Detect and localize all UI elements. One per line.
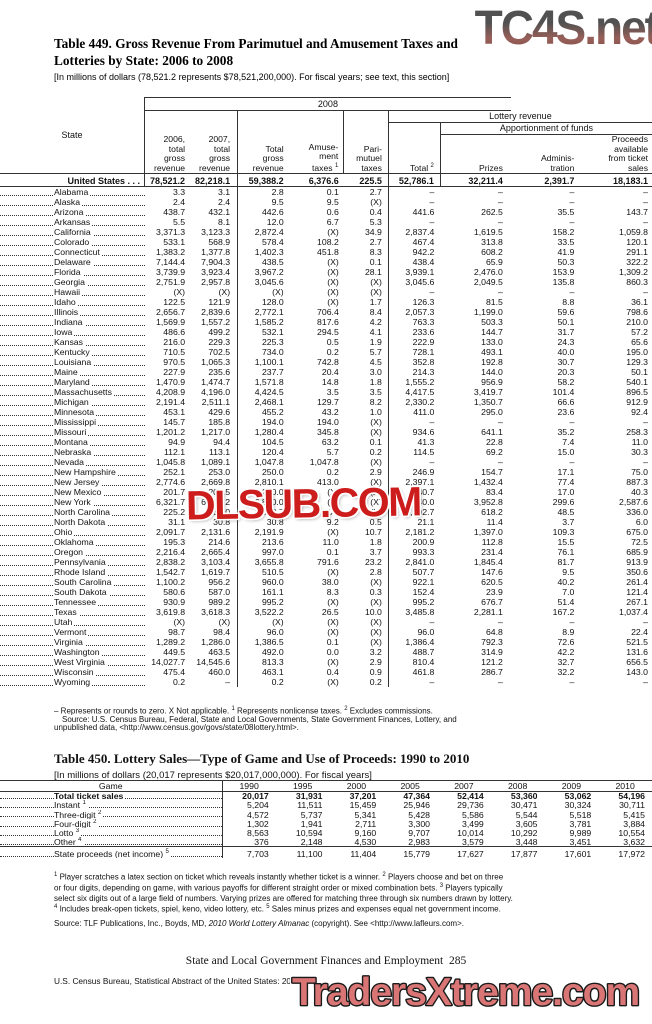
svg-text:TradersXtreme.com: TradersXtreme.com <box>292 971 639 1014</box>
